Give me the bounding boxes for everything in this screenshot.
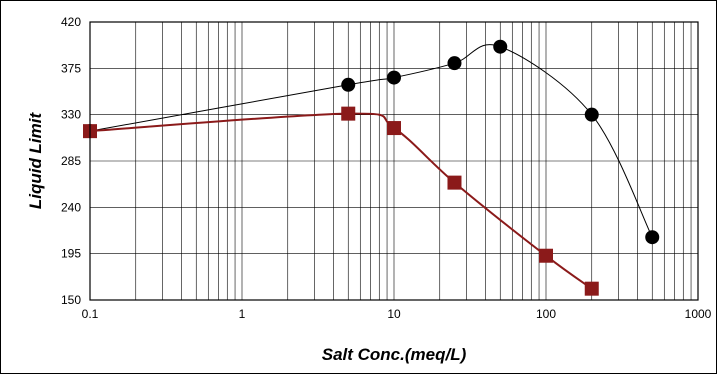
x-tick-label: 1000 [685,307,712,321]
x-tick-label: 1 [239,307,246,321]
y-tick-label: 195 [61,247,81,261]
ticks: 0.1 1 10 100 1000 150 195 240 285 330 375 420 [61,15,712,321]
y-tick-label: 375 [61,61,81,75]
y-tick-label: 420 [61,15,81,29]
y-tick-label: 330 [61,108,81,122]
series-layer [83,39,660,296]
series-1-point [645,230,660,245]
grid [90,22,698,300]
series-1-point [387,70,401,85]
x-tick-label: 0.1 [82,307,99,321]
y-tick-label: 240 [61,200,81,214]
y-axis-title: Liquid Limit [26,112,45,210]
series-1-point [493,39,508,54]
y-tick-label: 285 [61,154,81,168]
plot-border [89,21,699,301]
series-2-point [539,248,553,263]
series-2-point [447,175,462,190]
series-2-point [584,281,599,296]
series-2-point [387,121,401,136]
series-1-point [341,77,356,92]
series-1-point [584,107,599,122]
x-tick-label: 100 [536,307,556,321]
series-2-point [341,106,356,121]
x-tick-label: 10 [387,307,401,321]
x-axis-title: Salt Conc.(meq/L) [322,345,467,364]
series-1-point [447,56,462,71]
y-tick-label: 150 [61,293,81,307]
